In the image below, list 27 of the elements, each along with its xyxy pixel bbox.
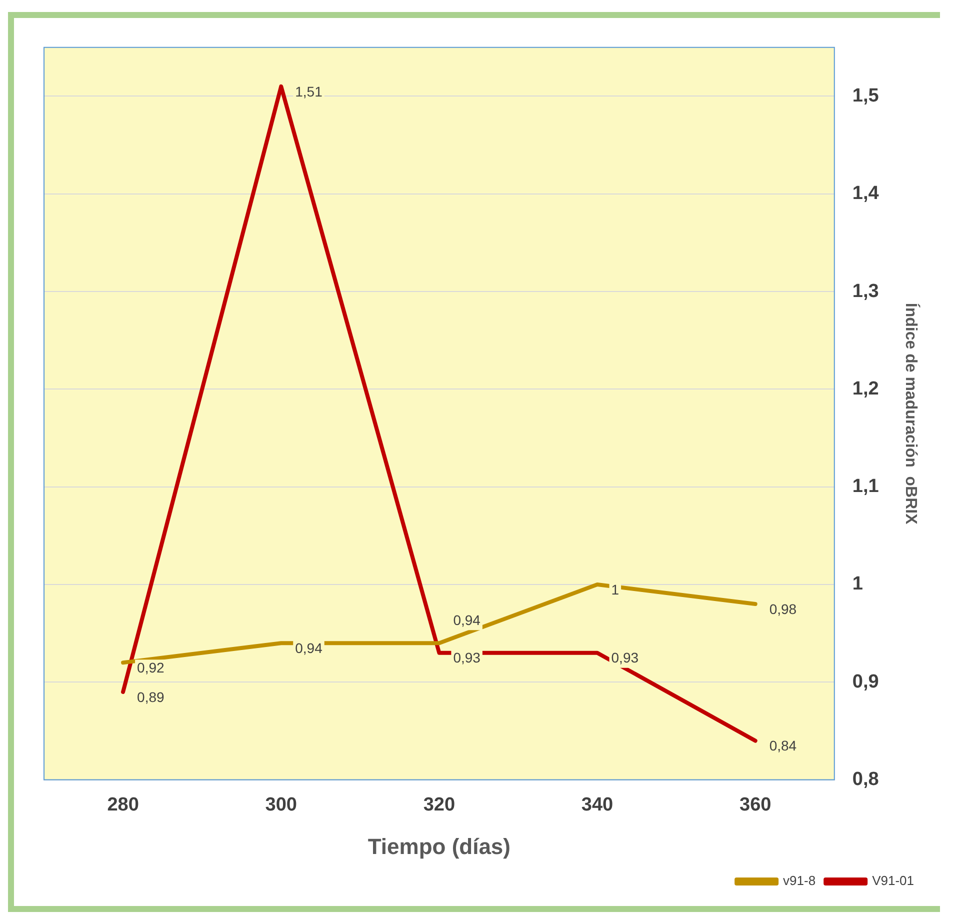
data-label: 0,84 [769,738,797,754]
y-tick-label: 1 [852,574,864,595]
x-tick-label: 280 [107,794,139,816]
data-label: 1 [611,581,620,598]
data-label: 1,51 [295,83,323,100]
legend-label: v91-8 [783,873,816,888]
data-label: 0,94 [295,640,323,656]
x-tick-label: 300 [265,794,297,816]
legend-label: V91-01 [872,873,914,888]
data-label: 0,93 [453,650,481,666]
x-tick-label: 320 [423,794,456,816]
data-label: 0,98 [769,600,797,617]
y-tick-label: 0,9 [852,671,879,692]
y-tick-label: 1,4 [852,183,880,204]
data-label: 0,92 [137,659,164,676]
x-tick-label: 360 [739,794,772,816]
data-label: 0,94 [453,612,481,628]
y-tick-label: 1,2 [852,378,879,400]
y-tick-label: 1,1 [852,476,880,498]
data-label: 0,93 [611,650,639,666]
y-tick-label: 0,8 [852,769,879,790]
x-axis-title: Tiempo (días) [368,834,511,859]
y-tick-label: 1,3 [852,280,879,302]
x-tick-label: 340 [581,794,614,816]
data-label: 0,89 [137,688,164,705]
y-tick-label: 1,5 [852,85,880,106]
y-axis-title: Índice de maduración oBRIX [902,302,921,525]
